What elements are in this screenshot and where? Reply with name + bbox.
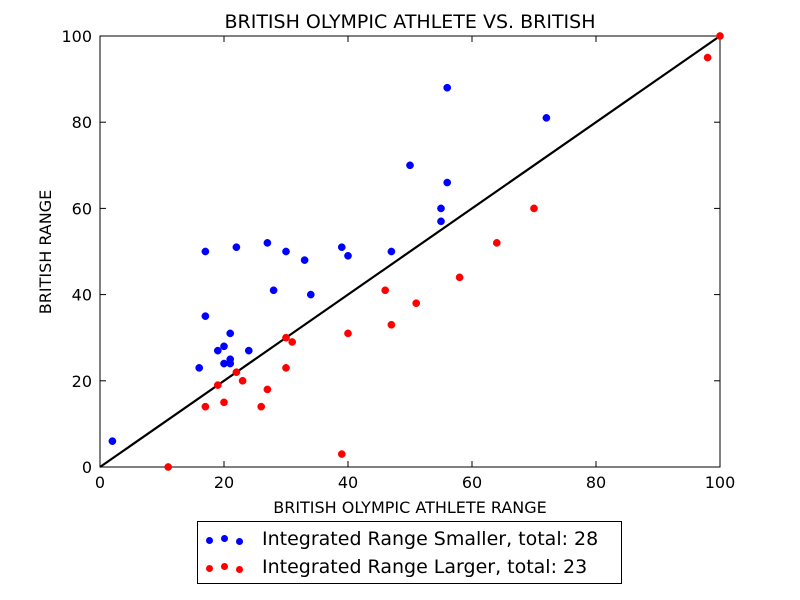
- data-point-smaller: [269, 286, 278, 295]
- data-point-larger: [492, 239, 501, 247]
- data-point-larger: [530, 204, 538, 213]
- legend-dot: [236, 566, 243, 573]
- y-tick-label: 40: [72, 286, 92, 305]
- data-point-smaller: [542, 114, 551, 122]
- data-point-smaller: [263, 239, 272, 247]
- legend-entry-larger: Integrated Range Larger, total: 23: [198, 553, 621, 581]
- data-point-larger: [238, 376, 247, 385]
- data-point-larger: [381, 286, 390, 295]
- data-point-larger: [455, 273, 464, 282]
- data-point-smaller: [226, 359, 235, 368]
- data-point-smaller: [443, 83, 452, 92]
- data-point-smaller: [213, 346, 222, 355]
- data-point-smaller: [282, 247, 290, 256]
- plot-area: 0 20 40 60 80 100 0 20 40 60 80 100: [61, 27, 735, 492]
- x-tick-label: 40: [338, 473, 358, 492]
- data-point-smaller: [344, 251, 352, 260]
- data-point-smaller: [387, 247, 396, 256]
- data-point-smaller: [337, 243, 346, 252]
- x-axis-label: BRITISH OLYMPIC ATHLETE RANGE: [273, 498, 547, 517]
- y-tick-label: 20: [72, 372, 92, 391]
- legend-dot: [221, 535, 228, 542]
- data-point-smaller: [437, 204, 445, 213]
- legend-dot: [221, 563, 228, 570]
- chart-title: BRITISH OLYMPIC ATHLETE VS. BRITISH: [224, 11, 595, 33]
- data-point-larger: [232, 368, 241, 377]
- data-point-larger: [288, 338, 297, 346]
- y-tick-label: 60: [72, 199, 92, 218]
- x-tick-label: 20: [214, 473, 234, 492]
- data-point-smaller: [443, 178, 452, 187]
- data-point-smaller: [220, 342, 228, 351]
- y-axis-label: BRITISH RANGE: [36, 190, 55, 314]
- data-point-smaller: [195, 364, 204, 372]
- data-point-larger: [337, 450, 346, 458]
- data-point-larger: [282, 333, 290, 342]
- data-point-smaller: [244, 346, 253, 355]
- data-point-smaller: [300, 256, 309, 264]
- chart-legend: Integrated Range Smaller, total: 28 Inte…: [197, 521, 622, 584]
- data-point-larger: [213, 381, 222, 389]
- data-point-larger: [387, 320, 396, 329]
- legend-marker-blue: [206, 529, 258, 549]
- data-point-larger: [164, 463, 173, 471]
- legend-marker-red: [206, 557, 258, 577]
- data-point-smaller: [306, 290, 315, 299]
- data-point-larger: [282, 364, 290, 372]
- data-point-smaller: [437, 217, 445, 226]
- data-point-smaller: [226, 329, 235, 338]
- data-point-larger: [703, 53, 712, 62]
- data-point-larger: [412, 299, 421, 308]
- x-tick-label: 60: [462, 473, 482, 492]
- legend-dot: [206, 537, 213, 544]
- legend-entry-smaller: Integrated Range Smaller, total: 28: [198, 525, 621, 553]
- legend-dot: [206, 565, 213, 572]
- legend-dot: [236, 538, 243, 545]
- y-tick-label: 0: [82, 458, 92, 477]
- data-point-larger: [263, 385, 272, 394]
- legend-label-smaller: Integrated Range Smaller, total: 28: [262, 528, 599, 550]
- plot-frame: [99, 35, 721, 468]
- data-point-smaller: [406, 161, 414, 170]
- x-tick-label: 0: [95, 473, 105, 492]
- data-point-larger: [201, 402, 210, 411]
- legend-label-larger: Integrated Range Larger, total: 23: [262, 556, 588, 578]
- data-point-larger: [344, 329, 352, 338]
- data-point-smaller: [232, 243, 241, 252]
- x-tick-label: 100: [705, 473, 736, 492]
- data-point-smaller: [108, 437, 117, 445]
- data-point-larger: [220, 398, 228, 407]
- data-point-larger: [257, 402, 266, 411]
- data-point-smaller: [201, 247, 210, 256]
- data-point-smaller: [201, 312, 210, 320]
- diagonal-reference-line: [99, 35, 721, 468]
- y-tick-label: 100: [61, 27, 92, 46]
- x-tick-label: 80: [586, 473, 606, 492]
- y-tick-label: 80: [72, 113, 92, 132]
- data-point-larger: [716, 32, 724, 40]
